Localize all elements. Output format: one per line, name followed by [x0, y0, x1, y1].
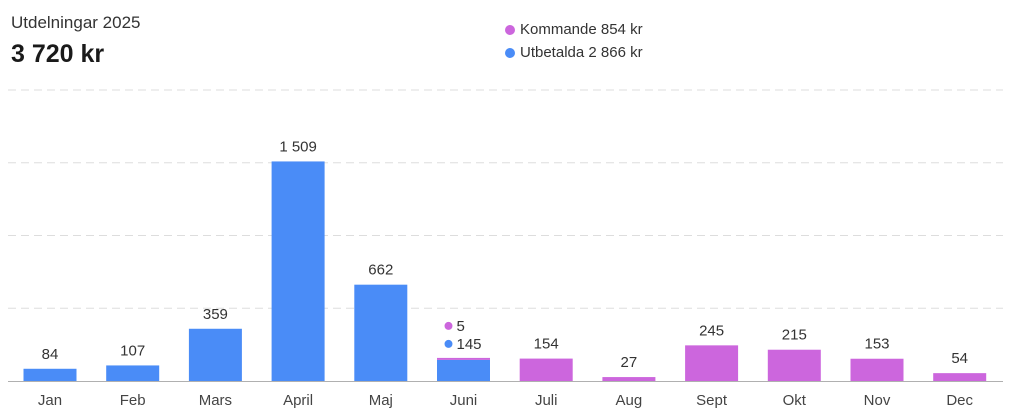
- bar-kommande-nov: [850, 358, 904, 381]
- legend-label-utbetalda: Utbetalda 2 866 kr: [520, 44, 643, 61]
- bar-utbetalda-feb: [106, 365, 160, 381]
- data-label-aug: 27: [621, 354, 638, 371]
- bar-utbetalda-maj: [354, 284, 408, 381]
- x-tick-label-feb: Feb: [120, 392, 146, 409]
- legend: Kommande 854 kr Utbetalda 2 866 kr: [505, 18, 643, 64]
- data-label-okt: 215: [782, 327, 807, 344]
- x-tick-label-nov: Nov: [864, 392, 891, 409]
- bar-kommande-okt: [767, 349, 821, 381]
- x-tick-label-maj: Maj: [369, 392, 393, 409]
- x-tick-label-juli: Juli: [535, 392, 558, 409]
- x-tick-label-jan: Jan: [38, 392, 62, 409]
- bar-kommande-juni: [437, 357, 490, 360]
- legend-dot-utbetalda: [505, 47, 515, 58]
- x-tick-label-sept: Sept: [696, 392, 728, 409]
- data-label-dec: 54: [951, 350, 968, 367]
- bar-kommande-aug: [602, 377, 656, 381]
- data-label-maj: 662: [368, 262, 393, 279]
- total-amount: 3 720 kr: [11, 40, 105, 68]
- data-label-april: 1 509: [279, 138, 317, 155]
- data-label-nov: 153: [864, 336, 889, 353]
- bar-utbetalda-juni: [437, 359, 490, 381]
- x-tick-label-okt: Okt: [783, 392, 807, 409]
- data-label-jan: 84: [42, 346, 59, 363]
- bar-kommande-juli: [519, 358, 573, 381]
- x-tick-label-april: April: [283, 392, 313, 409]
- x-tick-label-aug: Aug: [616, 392, 643, 409]
- x-tick-label-dec: Dec: [946, 392, 973, 409]
- x-tick-label-juni: Juni: [450, 392, 478, 409]
- data-label-juli: 154: [534, 336, 559, 353]
- bar-utbetalda-mars: [188, 328, 242, 381]
- legend-item-utbetalda[interactable]: Utbetalda 2 866 kr: [505, 41, 643, 64]
- bar-kommande-sept: [685, 345, 739, 381]
- data-label-utbetalda-juni: 145: [457, 336, 482, 353]
- bar-utbetalda-jan: [23, 368, 77, 381]
- x-tick-label-mars: Mars: [199, 392, 232, 409]
- bar-kommande-dec: [933, 373, 987, 381]
- bar-utbetalda-april: [271, 161, 325, 381]
- legend-item-kommande[interactable]: Kommande 854 kr: [505, 18, 643, 41]
- data-label-sept: 245: [699, 322, 724, 339]
- chart-title: Utdelningar 2025: [11, 13, 141, 32]
- data-label-dot-kommande-juni: [444, 321, 453, 330]
- legend-label-kommande: Kommande 854 kr: [520, 21, 643, 38]
- data-label-feb: 107: [120, 342, 145, 359]
- data-label-mars: 359: [203, 306, 228, 323]
- data-label-kommande-juni: 5: [457, 318, 465, 335]
- data-label-dot-utbetalda-juni: [444, 339, 453, 348]
- legend-dot-kommande: [505, 24, 515, 35]
